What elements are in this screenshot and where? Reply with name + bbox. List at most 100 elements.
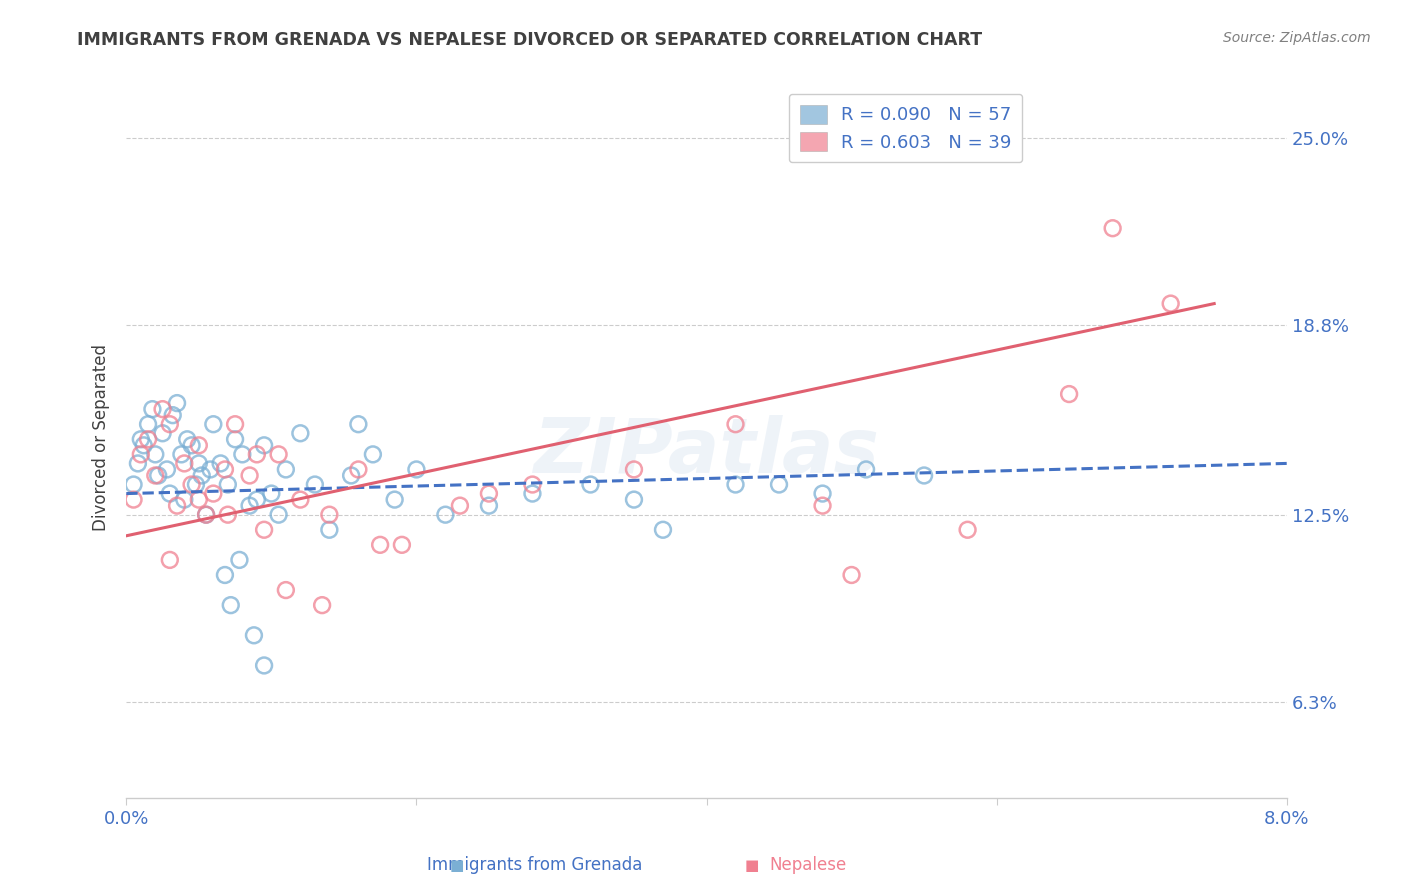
Point (579, 477, 602, 491)
Point (214, 568, 236, 582)
Point (434, 508, 457, 522)
Point (202, 417, 225, 432)
Point (368, 538, 391, 552)
Point (478, 499, 501, 513)
Point (187, 438, 209, 452)
Point (129, 447, 152, 461)
Point (166, 396, 188, 410)
Point (912, 468, 935, 483)
Point (219, 598, 242, 612)
Point (318, 508, 340, 522)
Point (173, 492, 195, 507)
Point (347, 417, 370, 432)
Point (311, 598, 333, 612)
Point (159, 553, 181, 567)
Point (811, 486, 834, 500)
Point (274, 462, 297, 476)
Point (143, 447, 166, 461)
Point (841, 568, 863, 582)
Point (224, 432, 246, 446)
Point (217, 477, 239, 491)
Point (209, 457, 232, 471)
Point (159, 417, 181, 432)
Point (449, 499, 471, 513)
Point (195, 508, 218, 522)
Point (190, 468, 212, 483)
Point (187, 492, 209, 507)
Text: Nepalese: Nepalese (770, 856, 846, 874)
Point (243, 628, 266, 642)
Point (347, 462, 370, 476)
Point (405, 462, 427, 476)
Point (768, 477, 790, 491)
Point (129, 432, 152, 446)
Point (246, 492, 269, 507)
Point (956, 523, 979, 537)
Point (478, 486, 501, 500)
Text: ZIPatlas: ZIPatlas (533, 415, 880, 489)
Point (200, 462, 222, 476)
Point (224, 417, 246, 432)
Point (1057, 387, 1080, 401)
Point (274, 583, 297, 598)
Point (522, 477, 544, 491)
Point (187, 457, 209, 471)
Point (340, 468, 363, 483)
Point (246, 447, 269, 461)
Point (811, 499, 834, 513)
Text: Source: ZipAtlas.com: Source: ZipAtlas.com (1223, 31, 1371, 45)
Point (228, 553, 250, 567)
Point (260, 486, 283, 500)
Point (170, 447, 193, 461)
Y-axis label: Divorced or Separated: Divorced or Separated (93, 344, 110, 532)
Point (122, 477, 145, 491)
Text: IMMIGRANTS FROM GRENADA VS NEPALESE DIVORCED OR SEPARATED CORRELATION CHART: IMMIGRANTS FROM GRENADA VS NEPALESE DIVO… (77, 31, 983, 49)
Point (318, 523, 340, 537)
Point (391, 538, 413, 552)
Point (184, 477, 207, 491)
Point (290, 426, 312, 441)
Point (217, 508, 239, 522)
Point (253, 658, 276, 673)
Point (361, 447, 384, 461)
Point (180, 438, 202, 452)
Point (214, 462, 236, 476)
Point (180, 477, 202, 491)
Point (253, 523, 276, 537)
Point (253, 438, 276, 452)
Text: Immigrants from Grenada: Immigrants from Grenada (426, 856, 643, 874)
Point (304, 477, 326, 491)
Point (267, 508, 290, 522)
Point (267, 447, 290, 461)
Point (143, 468, 166, 483)
Point (156, 462, 179, 476)
Text: ■: ■ (450, 858, 464, 872)
Point (176, 432, 198, 446)
Point (1101, 221, 1123, 235)
Point (148, 468, 170, 483)
Point (522, 486, 544, 500)
Point (195, 508, 218, 522)
Point (127, 457, 149, 471)
Point (239, 468, 262, 483)
Point (136, 417, 159, 432)
Point (162, 408, 184, 422)
Point (652, 523, 675, 537)
Legend: R = 0.090   N = 57, R = 0.603   N = 39: R = 0.090 N = 57, R = 0.603 N = 39 (789, 94, 1022, 162)
Point (384, 492, 406, 507)
Point (231, 447, 253, 461)
Point (141, 402, 163, 417)
Point (152, 426, 174, 441)
Point (724, 417, 747, 432)
Point (290, 492, 312, 507)
Point (623, 492, 645, 507)
Point (122, 492, 145, 507)
Point (159, 486, 181, 500)
Text: ■: ■ (745, 858, 759, 872)
Point (1160, 296, 1182, 310)
Point (202, 486, 225, 500)
Point (855, 462, 877, 476)
Point (239, 499, 262, 513)
Point (173, 457, 195, 471)
Point (152, 402, 174, 417)
